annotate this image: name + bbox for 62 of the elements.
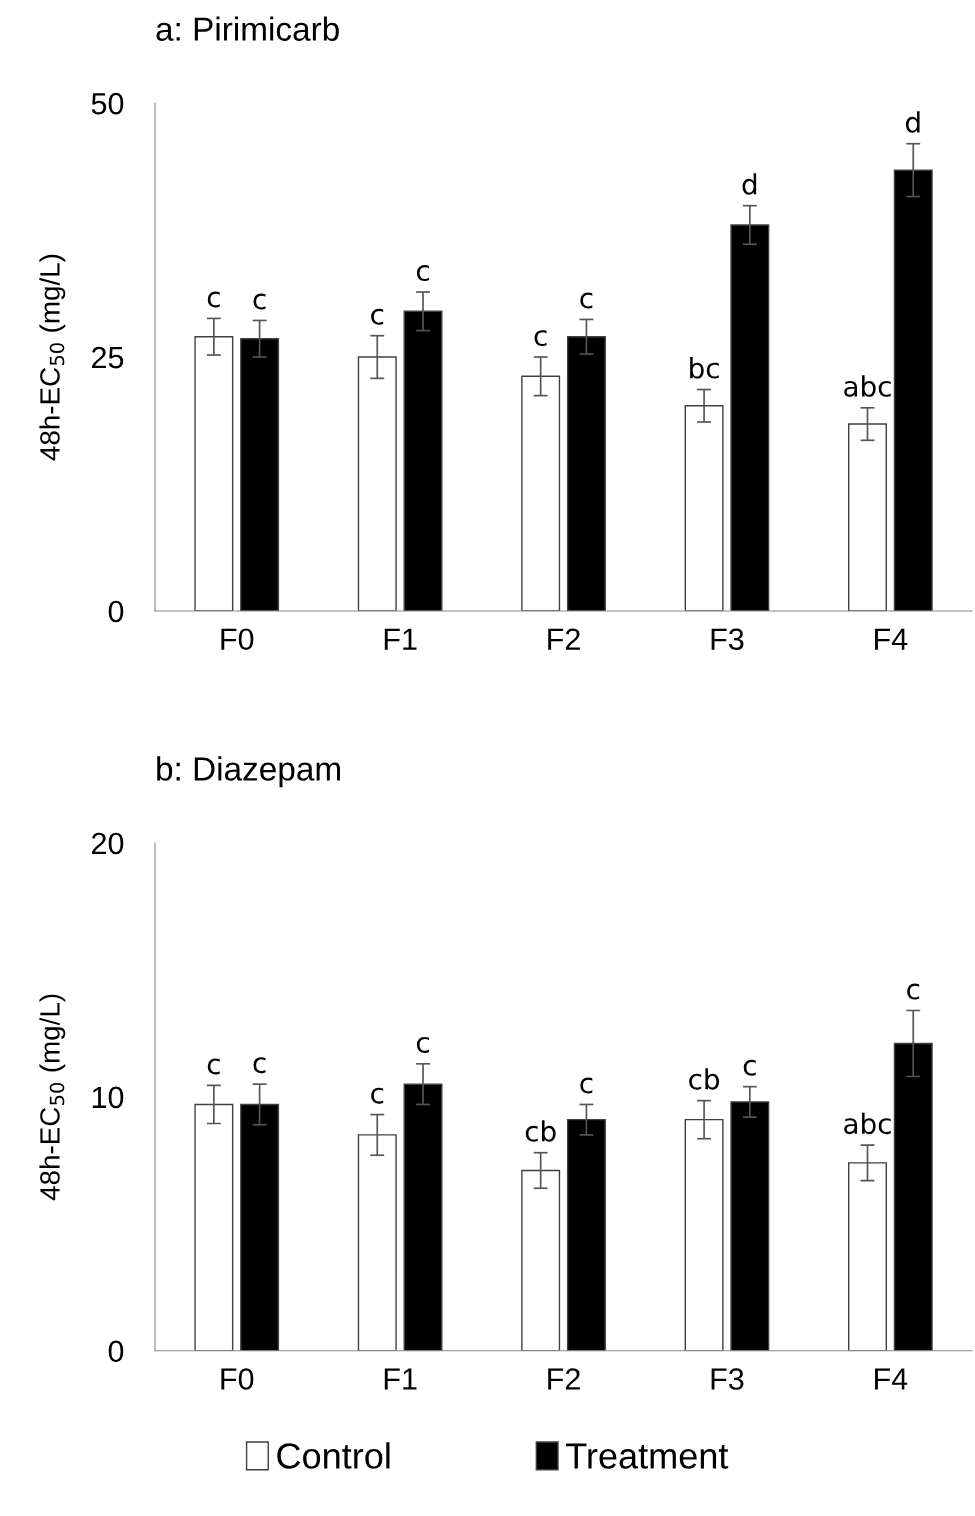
x-tick-label: F2 — [548, 1368, 580, 1390]
x-tick-label: F0 — [221, 628, 254, 651]
x-tick-label: F4 — [875, 628, 908, 650]
legend-label: Control — [277, 1442, 390, 1469]
bar — [684, 405, 724, 611]
y-tick-label: 25 — [92, 346, 124, 369]
bar — [403, 1083, 443, 1351]
y-axis-title: 48h-EC$_{50}$ (mg/L) — [39, 994, 66, 1201]
x-tick-label: F2 — [548, 628, 580, 650]
x-tick-label: F3 — [711, 1368, 744, 1390]
annotation: c — [534, 330, 547, 347]
annotation: c — [371, 1087, 384, 1104]
bar — [566, 1118, 606, 1351]
bar — [684, 1118, 724, 1351]
bar — [893, 169, 933, 611]
annotation: d — [742, 173, 757, 195]
bar — [357, 1134, 397, 1351]
x-tick-label: F1 — [384, 1368, 417, 1390]
y-tick-label: 0 — [108, 1340, 124, 1363]
y-tick-label: 20 — [92, 832, 124, 855]
bar — [848, 423, 887, 611]
bar — [240, 338, 280, 611]
y-tick-label: 0 — [108, 600, 124, 623]
annotation: cb — [525, 1120, 556, 1142]
bar — [521, 375, 561, 611]
bar — [403, 310, 443, 611]
annotation: d — [905, 111, 920, 133]
x-tick-label: F3 — [711, 628, 744, 651]
annotation: c — [743, 1059, 756, 1076]
bar — [730, 224, 770, 611]
x-tick-label: F1 — [384, 628, 417, 650]
annotation: c — [253, 293, 266, 310]
bar — [357, 356, 397, 611]
bar — [848, 1162, 887, 1351]
x-tick-label: F0 — [221, 1368, 254, 1390]
annotation: c — [207, 291, 220, 308]
y-axis-title: 48h-EC$_{50}$ (mg/L) — [39, 254, 66, 461]
bar — [194, 336, 234, 611]
annotation: c — [580, 1077, 593, 1094]
bar — [194, 1103, 234, 1351]
chart-title: b: Diazepam — [157, 756, 340, 788]
annotation: c — [416, 1036, 429, 1053]
annotation: abc — [844, 1112, 891, 1135]
bar — [521, 1169, 561, 1351]
annotation: c — [580, 292, 593, 309]
y-tick-label: 10 — [92, 1086, 124, 1109]
annotation: abc — [844, 375, 891, 397]
chart-title: a: Pirimicarb — [156, 16, 339, 41]
annotation: c — [371, 308, 384, 325]
x-tick-label: F4 — [875, 1368, 908, 1390]
bar — [566, 336, 606, 611]
annotation: c — [907, 983, 920, 1000]
bar — [240, 1103, 280, 1351]
legend-label: Treatment — [566, 1443, 729, 1469]
annotation: cb — [689, 1068, 720, 1090]
y-tick-label: 50 — [91, 92, 124, 115]
bar — [730, 1101, 770, 1351]
bar — [893, 1042, 933, 1351]
annotation: c — [253, 1057, 266, 1074]
annotation: c — [207, 1058, 220, 1075]
annotation: bc — [690, 357, 719, 379]
annotation: c — [416, 265, 429, 282]
